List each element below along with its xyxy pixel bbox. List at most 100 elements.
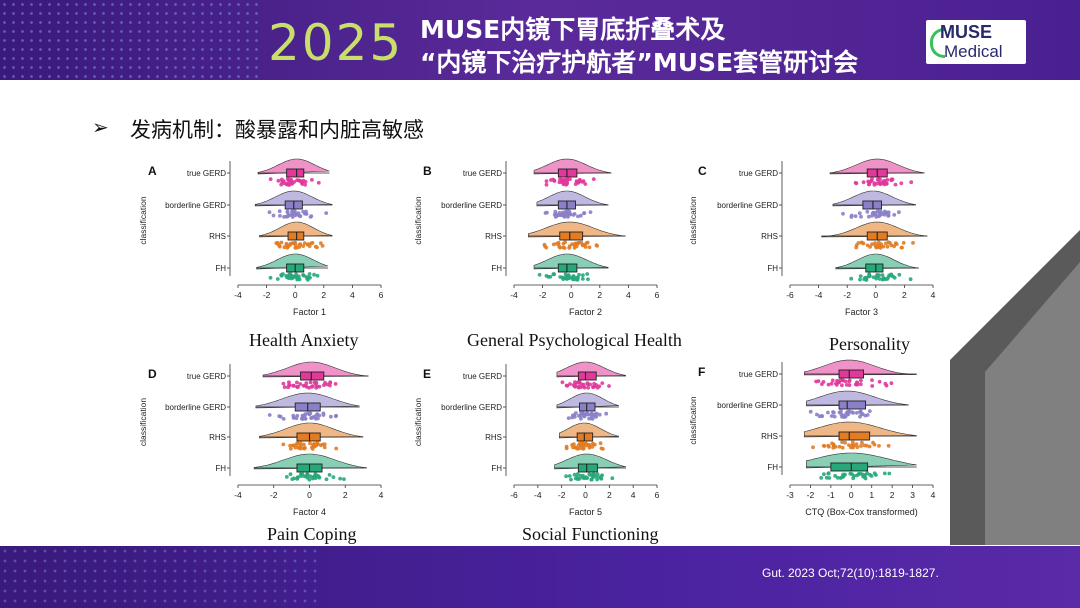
data-point-rhs xyxy=(298,242,303,247)
data-point-true-gerd xyxy=(560,380,565,385)
data-point-borderline-gerd xyxy=(574,411,578,415)
data-point-true-gerd xyxy=(878,177,882,182)
box-borderline-gerd xyxy=(579,402,596,412)
data-point-borderline-gerd xyxy=(594,414,598,419)
data-point-rhs xyxy=(864,443,869,448)
data-point-rhs xyxy=(876,240,881,245)
data-point-borderline-gerd xyxy=(604,411,609,416)
data-point-rhs xyxy=(298,441,303,446)
data-point-true-gerd xyxy=(840,383,844,388)
data-point-rhs xyxy=(877,444,881,448)
data-point-rhs xyxy=(282,245,287,250)
data-point-borderline-gerd xyxy=(579,411,583,416)
x-tick-label-f: 0 xyxy=(849,490,854,500)
data-point-true-gerd xyxy=(304,381,309,386)
data-point-borderline-gerd xyxy=(588,210,593,215)
density-cloud-fh xyxy=(533,253,609,270)
group-label-fh: FH xyxy=(767,264,778,273)
data-point-borderline-gerd xyxy=(553,212,558,217)
data-point-rhs xyxy=(309,241,314,246)
data-point-borderline-gerd xyxy=(886,210,891,215)
data-point-rhs xyxy=(295,441,300,445)
data-point-fh xyxy=(867,272,872,277)
data-point-fh xyxy=(279,273,284,278)
data-point-fh xyxy=(882,276,886,281)
data-point-borderline-gerd xyxy=(878,209,883,214)
data-point-rhs xyxy=(571,445,575,450)
data-point-true-gerd xyxy=(558,177,562,182)
data-point-borderline-gerd xyxy=(832,414,837,419)
data-point-rhs xyxy=(306,242,311,247)
data-point-fh xyxy=(275,277,280,281)
x-tick-label-b: 2 xyxy=(597,290,602,300)
group-label-borderline-gerd: borderline GERD xyxy=(441,403,502,412)
data-point-rhs xyxy=(870,242,874,247)
data-point-fh xyxy=(857,471,861,476)
data-point-rhs xyxy=(563,240,567,245)
data-point-true-gerd xyxy=(600,381,605,385)
data-point-borderline-gerd xyxy=(884,210,888,215)
data-point-true-gerd xyxy=(564,383,569,388)
data-point-borderline-gerd xyxy=(559,213,563,218)
data-point-fh xyxy=(589,477,594,482)
data-point-borderline-gerd xyxy=(329,414,333,419)
data-point-true-gerd xyxy=(314,380,319,385)
x-tick-label-f: -3 xyxy=(786,490,794,500)
data-point-true-gerd xyxy=(582,385,587,390)
data-point-fh xyxy=(849,276,854,281)
data-point-fh xyxy=(835,475,840,480)
x-tick-label-e: 4 xyxy=(631,490,636,500)
data-point-fh xyxy=(302,273,306,278)
data-point-true-gerd xyxy=(820,382,824,386)
data-point-fh xyxy=(843,472,847,477)
data-point-fh xyxy=(563,272,568,277)
box-fh xyxy=(865,263,884,273)
data-point-borderline-gerd xyxy=(859,214,863,219)
data-point-rhs xyxy=(303,446,307,450)
data-point-fh xyxy=(860,472,865,477)
data-point-rhs xyxy=(293,246,298,250)
group-label-rhs: RHS xyxy=(485,433,502,442)
muse-medical-logo: MUSE Medical xyxy=(926,20,1026,64)
box-rhs xyxy=(838,431,871,441)
y-axis-label-d: classification xyxy=(138,398,148,446)
data-point-fh xyxy=(850,472,854,476)
data-point-fh xyxy=(877,273,881,277)
box-true-gerd xyxy=(577,371,597,381)
x-tick-label-f: -1 xyxy=(827,490,835,500)
data-point-borderline-gerd xyxy=(291,212,295,217)
data-point-fh xyxy=(564,474,568,479)
x-tick-label-b: 6 xyxy=(655,290,660,300)
data-point-true-gerd xyxy=(560,180,564,184)
data-point-true-gerd xyxy=(826,382,831,387)
density-cloud-fh xyxy=(835,253,919,270)
data-point-true-gerd xyxy=(883,381,888,386)
data-point-borderline-gerd xyxy=(271,213,276,218)
data-point-fh xyxy=(537,272,542,277)
box-true-gerd xyxy=(286,168,305,178)
box-rhs xyxy=(576,432,594,442)
data-point-borderline-gerd xyxy=(317,413,322,418)
group-label-borderline-gerd: borderline GERD xyxy=(717,401,778,410)
data-point-fh xyxy=(840,475,844,480)
data-point-rhs xyxy=(301,244,306,249)
data-point-true-gerd xyxy=(847,383,852,387)
data-point-true-gerd xyxy=(280,180,285,184)
data-point-rhs xyxy=(577,240,582,245)
data-point-rhs xyxy=(892,244,896,249)
data-point-rhs xyxy=(557,244,562,249)
data-point-true-gerd xyxy=(581,179,586,184)
data-point-fh xyxy=(858,277,862,282)
panel-label-f: F xyxy=(698,365,705,379)
data-point-borderline-gerd xyxy=(858,410,862,414)
data-point-fh xyxy=(331,475,336,479)
data-point-true-gerd xyxy=(867,182,871,187)
group-label-borderline-gerd: borderline GERD xyxy=(165,403,226,412)
data-point-true-gerd xyxy=(592,384,597,389)
data-point-fh xyxy=(558,275,563,279)
data-point-true-gerd xyxy=(301,178,306,183)
caption-social-functioning: Social Functioning xyxy=(522,524,659,544)
logo-text-muse: MUSE xyxy=(940,22,993,42)
x-tick-label-c: -4 xyxy=(815,290,823,300)
